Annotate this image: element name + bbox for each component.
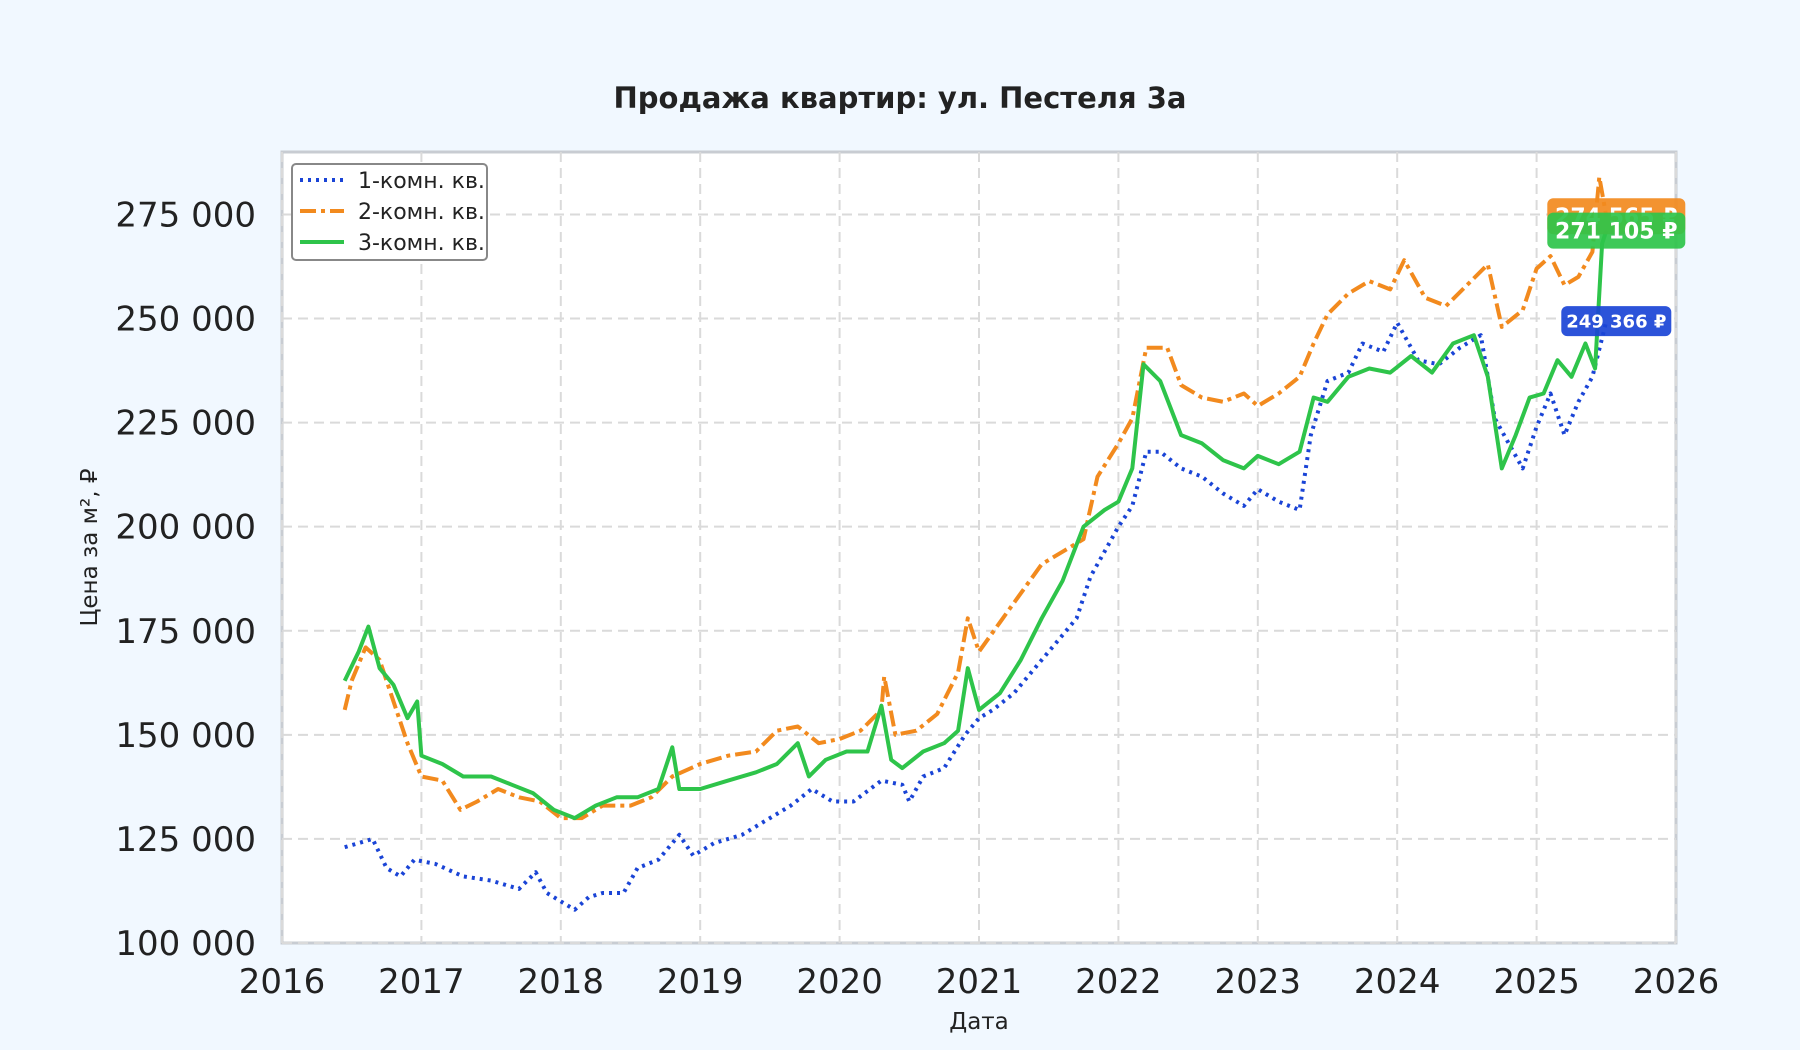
x-tick-label: 2023 bbox=[1215, 962, 1302, 1002]
series-line-3 bbox=[342, 230, 1609, 821]
y-axis-label: Цена за м², ₽ bbox=[77, 469, 103, 627]
x-tick-label: 2022 bbox=[1075, 962, 1162, 1002]
x-tick-label: 2026 bbox=[1633, 962, 1720, 1002]
legend-box bbox=[291, 163, 488, 261]
series-lines bbox=[342, 175, 1609, 912]
y-tick-label: 100 000 bbox=[115, 924, 256, 964]
legend: 1-комн. кв. 2-комн. кв. 3-комн. кв. bbox=[291, 163, 488, 261]
y-tick-label: 200 000 bbox=[115, 508, 256, 548]
x-tick-label: 2025 bbox=[1493, 962, 1580, 1002]
x-tick-label: 2024 bbox=[1354, 962, 1441, 1002]
y-tick-label: 225 000 bbox=[115, 404, 256, 444]
y-tick-label: 175 000 bbox=[115, 612, 256, 652]
x-tick-label: 2018 bbox=[518, 962, 605, 1002]
x-tick-label: 2019 bbox=[657, 962, 744, 1002]
y-tick-label: 275 000 bbox=[115, 195, 256, 235]
x-tick-label: 2017 bbox=[378, 962, 465, 1002]
y-tick-label: 250 000 bbox=[115, 300, 256, 340]
x-tick-label: 2016 bbox=[239, 962, 326, 1002]
y-axis-ticks: 100 000 125 000 150 000 175 000 200 000 225 0… bbox=[115, 195, 256, 964]
x-tick-label: 2021 bbox=[936, 962, 1023, 1002]
end-label-box bbox=[1561, 306, 1672, 337]
legend-entry: 1-комн. кв. bbox=[358, 169, 485, 194]
end-label-text: 271 105 ₽ bbox=[1555, 220, 1677, 245]
grid bbox=[281, 152, 1677, 944]
y-tick-label: 125 000 bbox=[115, 820, 256, 860]
end-label-box bbox=[1547, 212, 1686, 249]
legend-entry: 2-комн. кв. bbox=[358, 200, 485, 225]
end-label-text: 249 366 ₽ bbox=[1566, 312, 1666, 333]
x-axis-label: Дата bbox=[949, 1009, 1009, 1035]
end-labels: 274 565 ₽271 105 ₽249 366 ₽ bbox=[1547, 198, 1686, 337]
series-line-2 bbox=[342, 175, 1609, 821]
x-tick-label: 2020 bbox=[796, 962, 883, 1002]
legend-entry: 3-комн. кв. bbox=[358, 231, 485, 256]
y-tick-label: 150 000 bbox=[115, 716, 256, 756]
x-axis-ticks: 2016 2017 2018 2019 2020 2021 2022 2023 2024 2025… bbox=[239, 962, 1720, 1002]
series-line-1 bbox=[344, 320, 1609, 912]
chart-title: Продажа квартир: ул. Пестеля 3а bbox=[614, 81, 1187, 115]
